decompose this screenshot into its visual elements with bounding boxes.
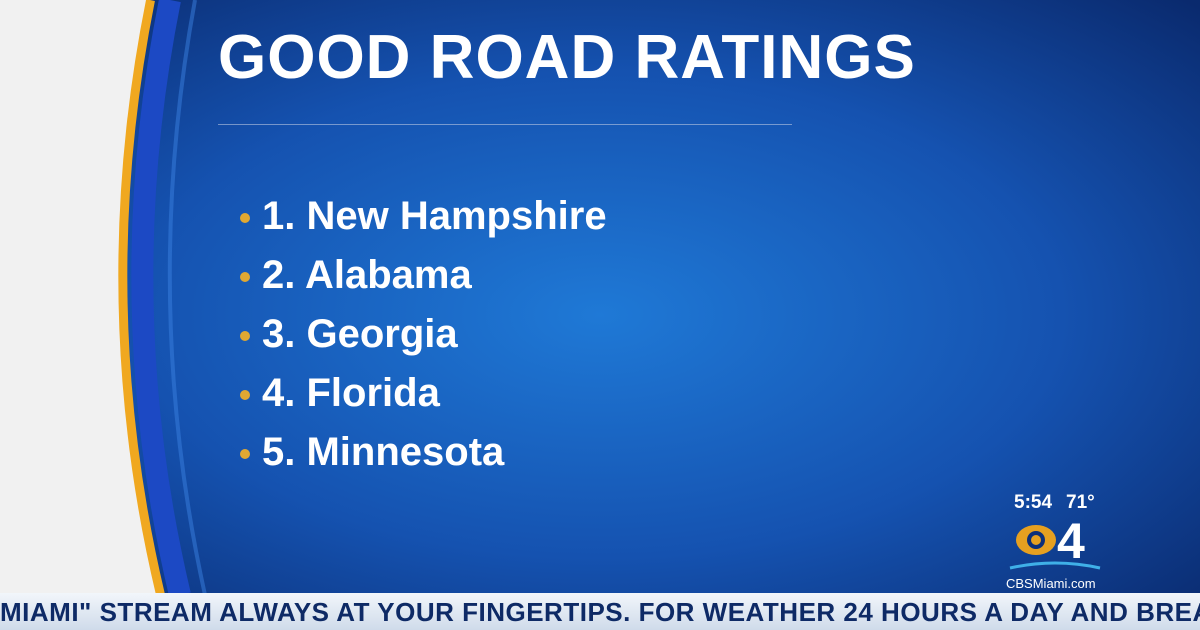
ticker: MIAMI" STREAM ALWAYS AT YOUR FINGERTIPS.… — [0, 593, 1200, 630]
divider — [218, 124, 792, 125]
channel-number: 4 — [1057, 513, 1085, 569]
list-item: 1. New Hampshire — [240, 190, 607, 249]
ticker-text: MIAMI" STREAM ALWAYS AT YOUR FINGERTIPS.… — [0, 597, 1200, 627]
title: GOOD ROAD RATINGS — [218, 23, 916, 92]
list-item: 4. Florida — [240, 367, 607, 426]
list-item: 2. Alabama — [240, 249, 607, 308]
list-item: 3. Georgia — [240, 308, 607, 367]
cbs-eye — [1016, 525, 1056, 555]
temperature: 71° — [1066, 492, 1095, 513]
website: CBSMiami.com — [1006, 576, 1096, 591]
time: 5:54 — [1014, 492, 1053, 513]
list: 1. New Hampshire 2. Alabama 3. Georgia 4. F… — [240, 190, 607, 485]
list-item: 5. Minnesota — [240, 426, 607, 485]
